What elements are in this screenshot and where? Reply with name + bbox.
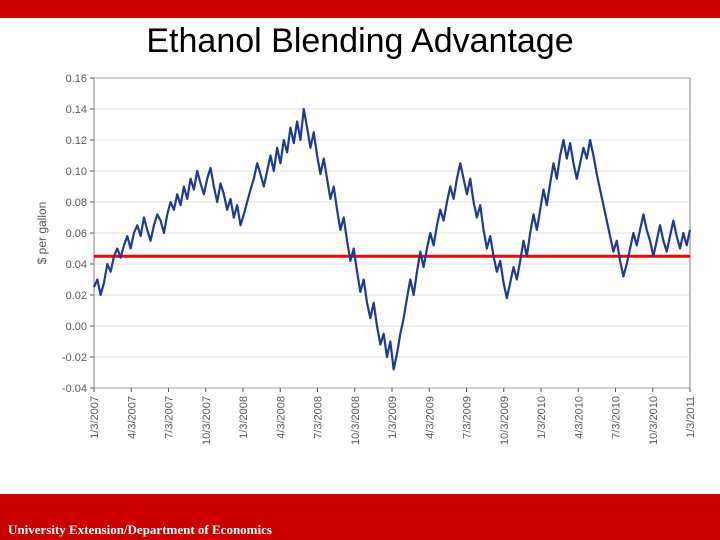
svg-text:4/3/2009: 4/3/2009 — [424, 396, 436, 439]
svg-text:-0.04: -0.04 — [62, 383, 87, 395]
svg-text:4/3/2010: 4/3/2010 — [573, 396, 585, 439]
svg-text:10/3/2009: 10/3/2009 — [499, 396, 511, 445]
footer-department: University Extension/Department of Econo… — [8, 522, 272, 538]
line-chart: -0.04 -0.02 0.00 0.02 0.04 0.06 0.08 0.10 0.12 0.… — [32, 72, 700, 472]
chart-svg: -0.04 -0.02 0.00 0.02 0.04 0.06 0.08 0.10 0.12 0.… — [32, 72, 700, 472]
svg-text:0.04: 0.04 — [66, 259, 87, 271]
svg-text:7/3/2009: 7/3/2009 — [462, 396, 474, 439]
svg-text:0.06: 0.06 — [66, 228, 87, 240]
svg-text:4/3/2008: 4/3/2008 — [275, 396, 287, 439]
svg-text:7/3/2008: 7/3/2008 — [313, 396, 325, 439]
svg-text:0.10: 0.10 — [66, 166, 87, 178]
svg-text:-0.02: -0.02 — [62, 352, 87, 364]
svg-text:7/3/2007: 7/3/2007 — [164, 396, 176, 439]
svg-text:0.00: 0.00 — [66, 321, 87, 333]
svg-text:10/3/2008: 10/3/2008 — [350, 396, 362, 445]
svg-text:0.08: 0.08 — [66, 197, 87, 209]
svg-text:$ per gallon: $ per gallon — [35, 202, 49, 265]
svg-text:1/3/2009: 1/3/2009 — [387, 396, 399, 439]
svg-text:0.14: 0.14 — [66, 104, 87, 116]
top-accent-bar — [0, 0, 720, 18]
svg-text:1/3/2008: 1/3/2008 — [238, 396, 250, 439]
svg-text:0.16: 0.16 — [66, 73, 87, 85]
svg-text:1/3/2007: 1/3/2007 — [89, 396, 101, 439]
svg-text:1/3/2010: 1/3/2010 — [536, 396, 548, 439]
svg-text:0.12: 0.12 — [66, 135, 87, 147]
slide: Ethanol Blending Advantage -0.04 -0.02 0.0… — [0, 0, 720, 540]
svg-text:4/3/2007: 4/3/2007 — [126, 396, 138, 439]
svg-text:7/3/2010: 7/3/2010 — [611, 396, 623, 439]
svg-text:0.02: 0.02 — [66, 290, 87, 302]
svg-text:1/3/2011: 1/3/2011 — [685, 396, 697, 438]
slide-title: Ethanol Blending Advantage — [0, 22, 720, 61]
svg-text:10/3/2007: 10/3/2007 — [201, 396, 213, 445]
svg-text:10/3/2010: 10/3/2010 — [648, 396, 660, 445]
